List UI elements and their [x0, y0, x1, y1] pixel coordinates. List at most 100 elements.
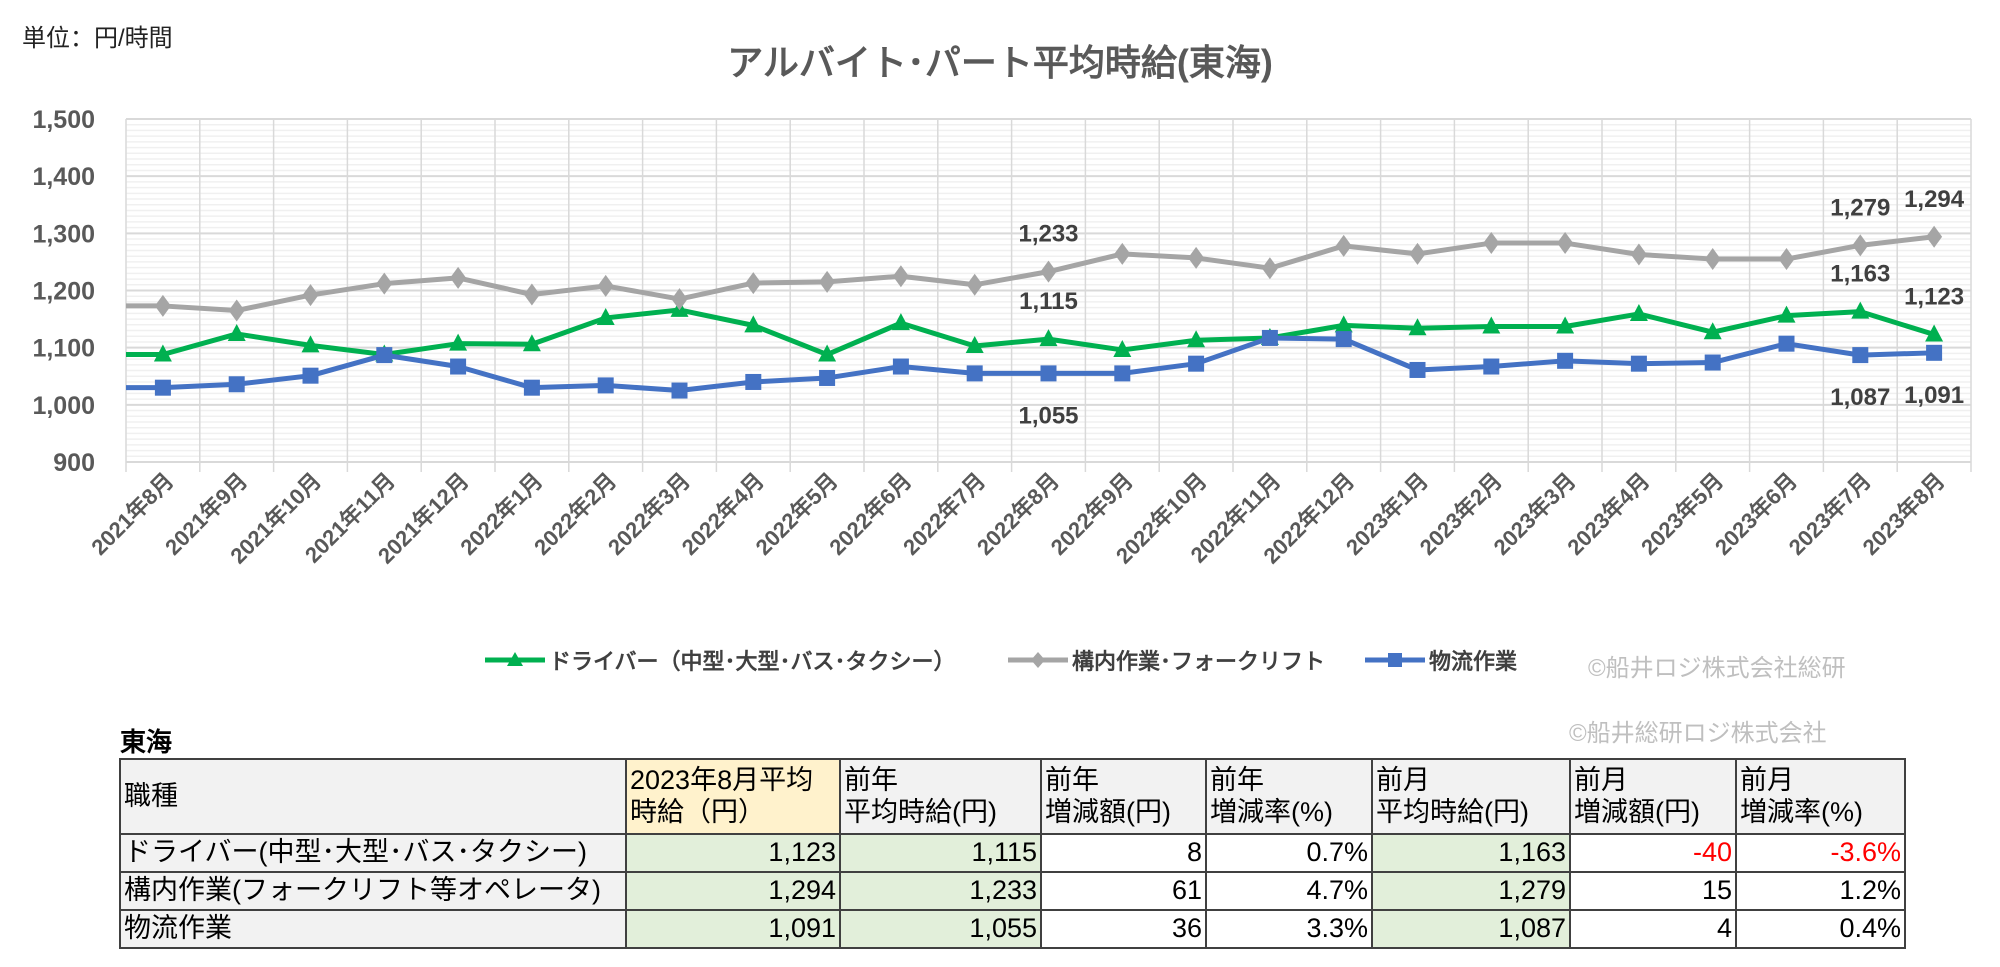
square-marker — [1778, 335, 1795, 352]
square-marker — [1335, 331, 1352, 348]
value-cell: 1,233 — [839, 871, 1042, 911]
watermark: ©船井ロジ株式会社総研 — [1588, 655, 1846, 682]
legend-label: 物流作業 — [1429, 649, 1518, 674]
triangle-marker — [1777, 305, 1796, 323]
square-marker — [671, 382, 688, 399]
diamond-marker — [228, 299, 245, 322]
triangle-marker — [818, 344, 837, 362]
diamond-marker — [1557, 232, 1574, 255]
square-marker — [1114, 365, 1131, 382]
diamond-marker — [1630, 243, 1647, 266]
square-marker — [819, 369, 836, 386]
triangle-marker — [1039, 329, 1058, 347]
value-cell: 8 — [1040, 833, 1207, 873]
square-marker — [1040, 365, 1057, 382]
diamond-marker — [302, 284, 319, 307]
diamond-marker — [154, 294, 171, 317]
value-cell: 3.3% — [1205, 909, 1373, 949]
diamond-marker — [523, 283, 540, 306]
diamond-marker — [745, 272, 762, 295]
value-cell: 1,091 — [625, 909, 841, 949]
square-marker — [376, 347, 393, 364]
diamond-marker — [1188, 246, 1205, 269]
data-label: 1,091 — [1904, 382, 1964, 409]
diamond-marker — [966, 273, 983, 296]
diamond-marker — [597, 274, 614, 297]
data-label: 1,123 — [1904, 284, 1964, 311]
column-header: 前月 増減率(%) — [1735, 758, 1906, 835]
diamond-marker — [1926, 225, 1943, 248]
column-header: 前月 平均時給(円) — [1371, 758, 1571, 835]
value-cell: 0.7% — [1205, 833, 1373, 873]
y-tick-label: 1,400 — [32, 163, 95, 191]
square-marker — [1188, 355, 1205, 372]
data-label: 1,163 — [1830, 261, 1890, 288]
y-tick-label: 1,100 — [32, 335, 95, 363]
value-cell: 36 — [1040, 909, 1207, 949]
table-row: 物流作業 1,091 1,055 36 3.3% 1,087 4 0.4% — [119, 909, 1906, 949]
diamond-marker — [450, 266, 467, 289]
triangle-marker — [596, 307, 615, 325]
diamond-marker — [892, 265, 909, 288]
square-marker — [523, 379, 540, 396]
watermark: ©船井総研ロジ株式会社 — [1569, 720, 1827, 747]
square-marker — [892, 358, 909, 375]
triangle-marker — [522, 334, 541, 352]
triangle-marker — [1113, 339, 1132, 357]
square-marker — [228, 376, 245, 393]
square-marker — [966, 365, 983, 382]
data-label: 1,294 — [1904, 186, 1965, 213]
value-cell: 0.4% — [1735, 909, 1906, 949]
square-marker — [1704, 354, 1721, 371]
table-row: ドライバー(中型･大型･バス･タクシー) 1,123 1,115 8 0.7% 1,163… — [119, 833, 1906, 873]
column-header: 前年 平均時給(円) — [839, 758, 1042, 835]
y-tick-label: 1,200 — [32, 278, 95, 306]
y-tick-label: 1,300 — [32, 220, 95, 248]
data-label: 1,055 — [1018, 402, 1078, 429]
triangle-marker — [1334, 315, 1353, 333]
square-marker — [1261, 329, 1278, 346]
y-tick-label: 900 — [53, 449, 95, 477]
value-cell: 1,115 — [839, 833, 1042, 873]
series-line — [126, 307, 1935, 358]
legend-label: 構内作業･フォークリフト — [1072, 649, 1326, 674]
chart-title: アルバイト･パート平均時給(東海) — [727, 42, 1273, 83]
triangle-marker — [1482, 316, 1501, 334]
triangle-marker — [1851, 301, 1870, 319]
triangle-marker — [1556, 316, 1575, 334]
unit-label: 単位：円/時間 — [22, 25, 173, 52]
square-marker — [1630, 355, 1647, 372]
diamond-marker — [1409, 242, 1426, 265]
diamond-marker — [376, 272, 393, 295]
line-chart: 9001,0001,1001,2001,3001,4001,5002021年8月… — [32, 106, 1972, 569]
value-cell: 4.7% — [1205, 871, 1373, 911]
triangle-marker — [449, 333, 468, 351]
triangle-marker — [744, 315, 763, 333]
value-cell: -3.6% — [1735, 833, 1906, 873]
diamond-marker — [671, 288, 688, 311]
job-type-cell: 構内作業(フォークリフト等オペレータ) — [119, 871, 627, 911]
legend-item-forklift: 構内作業･フォークリフト — [1008, 644, 1325, 676]
square-marker — [1409, 361, 1426, 378]
value-cell: 1.2% — [1735, 871, 1906, 911]
y-tick-label: 1,000 — [32, 392, 95, 420]
diamond-marker-icon — [1008, 652, 1068, 668]
diamond-marker — [1704, 248, 1721, 271]
value-cell: 4 — [1569, 909, 1737, 949]
square-marker — [1926, 344, 1943, 361]
diamond-marker — [1852, 234, 1869, 257]
data-label: 1,279 — [1830, 194, 1890, 221]
region-label: 東海 — [120, 727, 173, 757]
square-marker — [1483, 358, 1500, 375]
triangle-marker — [1703, 322, 1722, 340]
job-type-cell: ドライバー(中型･大型･バス･タクシー) — [119, 833, 627, 873]
square-marker — [1852, 347, 1869, 364]
series-line — [126, 335, 1935, 394]
square-marker — [450, 358, 467, 375]
triangle-marker — [965, 335, 984, 353]
value-cell: 1,123 — [625, 833, 841, 873]
diamond-marker — [1778, 248, 1795, 271]
triangle-marker — [227, 323, 246, 341]
value-cell: -40 — [1569, 833, 1737, 873]
job-type-cell: 物流作業 — [119, 909, 627, 949]
